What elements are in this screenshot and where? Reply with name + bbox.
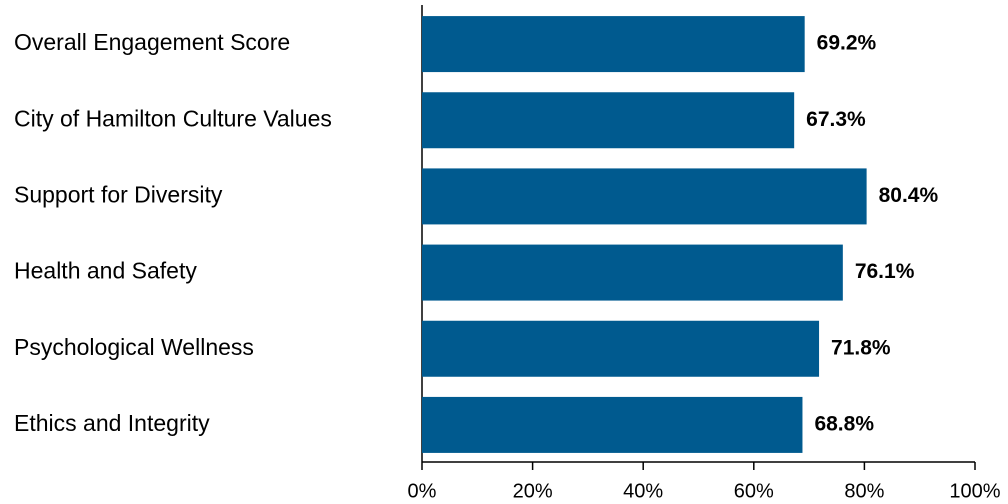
x-tick-label: 20% [513, 480, 553, 502]
y-tick-label: City of Hamilton Culture Values [14, 105, 332, 131]
x-tick-label: 80% [844, 480, 884, 502]
x-tick-label: 40% [623, 480, 663, 502]
x-tick-label: 100% [949, 480, 1000, 502]
bar [422, 244, 843, 301]
bar [422, 320, 820, 377]
x-tick-label: 0% [408, 480, 437, 502]
x-tick-label: 60% [734, 480, 774, 502]
bar [422, 168, 867, 225]
y-tick-label: Ethics and Integrity [14, 410, 210, 436]
bar [422, 92, 795, 149]
value-label: 67.3% [806, 108, 866, 131]
value-label: 76.1% [855, 260, 915, 283]
y-tick-label: Health and Safety [14, 258, 197, 284]
value-label: 80.4% [879, 184, 939, 207]
y-tick-label: Psychological Wellness [14, 334, 254, 360]
value-label: 71.8% [831, 336, 891, 359]
bar [422, 396, 803, 453]
value-label: 69.2% [817, 32, 877, 55]
y-tick-label: Support for Diversity [14, 181, 223, 207]
y-tick-label: Overall Engagement Score [14, 29, 290, 55]
bar [422, 16, 805, 73]
value-label: 68.8% [814, 412, 874, 435]
